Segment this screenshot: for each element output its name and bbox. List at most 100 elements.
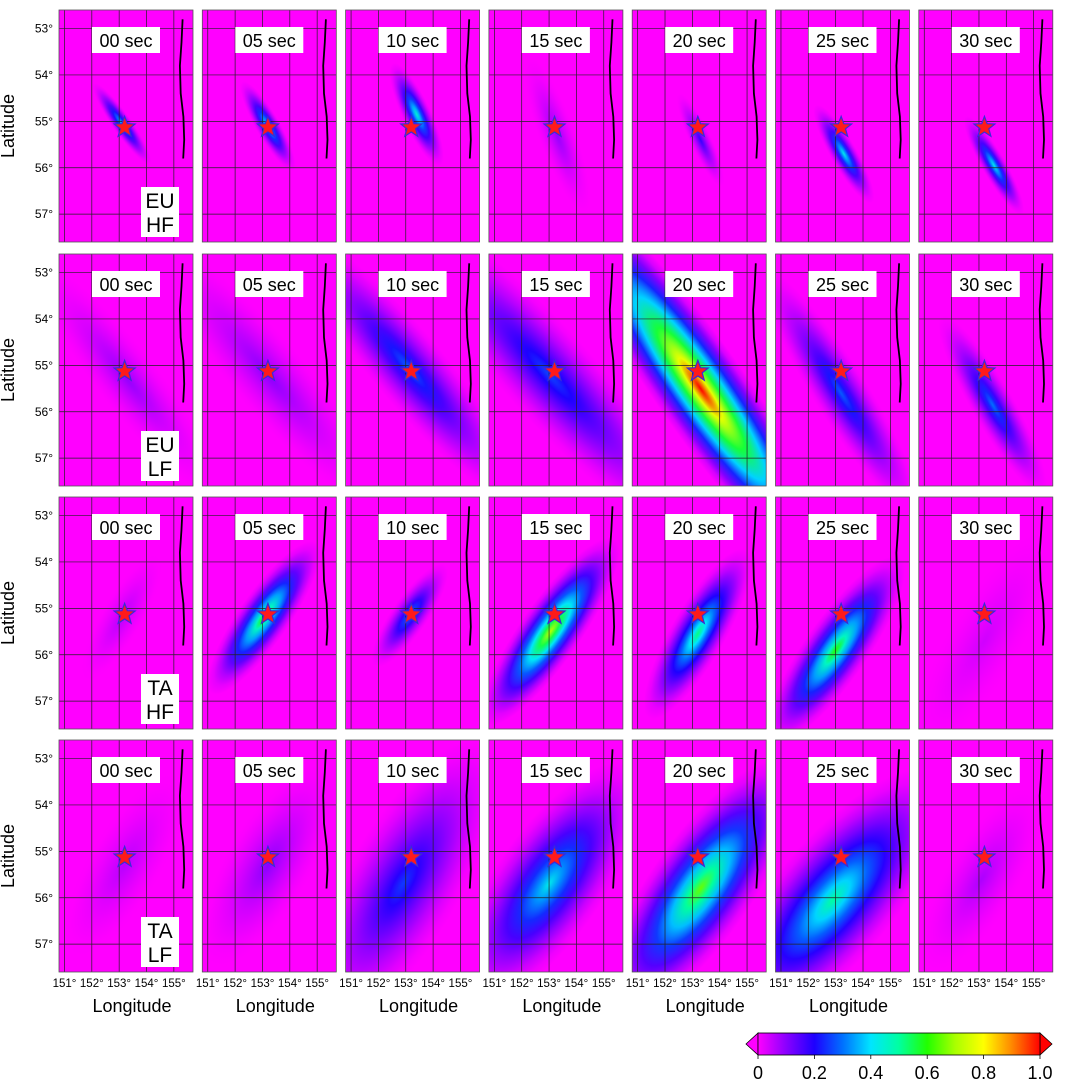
time-label: 20 sec xyxy=(665,271,734,297)
colorbar-tick-label: 0.8 xyxy=(971,1063,996,1082)
coastline xyxy=(465,263,472,403)
epicenter-star xyxy=(685,358,710,382)
axes: 57° 56° 55° 54° 53° Latitude 57° 56° 55° 54° 53° La… xyxy=(0,22,1046,1016)
map-panel: 25 sec xyxy=(775,739,910,973)
coastline xyxy=(608,506,616,646)
time-label-text: 15 sec xyxy=(529,275,582,295)
time-label-text: 00 sec xyxy=(99,518,152,538)
epicenter-star xyxy=(112,114,137,138)
energy-blob xyxy=(643,548,752,719)
panel-frame xyxy=(775,253,910,487)
panel-frame xyxy=(488,253,624,487)
time-label-text: 10 sec xyxy=(386,275,439,295)
map-panel: 10 sec xyxy=(345,496,481,730)
panel-frame xyxy=(488,496,624,730)
map-panel: 15 sec xyxy=(488,253,624,487)
coastline xyxy=(608,263,616,403)
lon-tick-label: 152° xyxy=(80,978,104,990)
lat-tick-label: 54° xyxy=(35,798,53,812)
lon-tick-label: 155° xyxy=(735,978,759,990)
coastline xyxy=(752,263,759,403)
lat-tick-label: 55° xyxy=(35,601,53,615)
panel-frame xyxy=(201,253,337,487)
lon-tick-label: 152° xyxy=(796,978,820,990)
coastline xyxy=(752,506,759,646)
panel-frame xyxy=(918,253,1054,487)
energy-blob xyxy=(389,63,444,166)
time-label-text: 15 sec xyxy=(529,518,582,538)
time-label: 25 sec xyxy=(808,271,877,297)
map-panel: 20 sec xyxy=(631,496,767,730)
time-label-text: 20 sec xyxy=(673,761,726,781)
time-label: 00 sec xyxy=(92,27,160,53)
time-label-box xyxy=(808,757,877,783)
map-panel: 30 sec xyxy=(918,9,1054,243)
coastline xyxy=(895,506,902,646)
row-label-box xyxy=(141,431,179,481)
panel-frame xyxy=(775,496,910,730)
colorbar-tick-label: 0.4 xyxy=(858,1063,883,1082)
epicenter-star xyxy=(829,114,854,138)
time-label-box xyxy=(808,514,877,540)
coastline xyxy=(608,19,616,159)
y-axis-label: Latitude xyxy=(0,338,18,402)
lon-tick-label: 152° xyxy=(223,978,247,990)
map-panel: 15 sec xyxy=(488,9,624,243)
map-panel: 30 sec xyxy=(918,739,1054,973)
lon-tick-label: 155° xyxy=(1022,978,1046,990)
time-label: 00 sec xyxy=(92,271,160,297)
energy-blob xyxy=(202,765,335,965)
map-panel: 20 sec xyxy=(631,253,767,487)
lat-tick-label: 57° xyxy=(35,451,53,465)
map-panel: 15 sec xyxy=(488,739,624,973)
epicenter-star xyxy=(112,601,137,625)
epicenter-star xyxy=(829,601,854,625)
time-label-text: 30 sec xyxy=(959,761,1012,781)
row-label-text: LF xyxy=(148,458,173,481)
time-label: 10 sec xyxy=(378,271,447,297)
lat-tick-label: 57° xyxy=(35,694,53,708)
panel-frame xyxy=(918,739,1054,973)
time-label-text: 25 sec xyxy=(816,275,869,295)
energy-blob xyxy=(938,315,1047,486)
panel-frame xyxy=(631,9,767,243)
epicenter-star xyxy=(255,114,281,138)
lon-tick-label: 151° xyxy=(196,978,220,990)
time-label-text: 30 sec xyxy=(959,518,1012,538)
lat-tick-label: 54° xyxy=(35,555,53,569)
time-label-box xyxy=(951,27,1020,53)
coastline xyxy=(1038,19,1045,159)
epicenter-star xyxy=(542,114,567,138)
row-label-text: TA xyxy=(147,920,172,943)
panel-frame xyxy=(345,9,481,243)
map-panel: 10 sec xyxy=(345,253,481,487)
time-label-box xyxy=(665,27,734,53)
time-label-box xyxy=(521,271,590,297)
time-label: 05 sec xyxy=(235,27,304,53)
lon-tick-label: 155° xyxy=(305,978,329,990)
coastline xyxy=(178,506,186,646)
lon-tick-label: 152° xyxy=(940,978,964,990)
panel-frame xyxy=(488,739,624,973)
map-panel: 20 sec xyxy=(631,739,767,973)
coastline xyxy=(895,263,902,403)
colorbar-tick-label: 0 xyxy=(753,1063,763,1082)
lat-tick-label: 53° xyxy=(35,752,53,766)
panel-frame xyxy=(918,496,1054,730)
map-panel: 30 sec xyxy=(918,496,1054,730)
map-panel: 10 sec xyxy=(345,9,481,243)
lon-tick-label: 154° xyxy=(708,978,732,990)
row-label-box xyxy=(141,674,179,724)
lat-tick-label: 56° xyxy=(35,648,53,662)
epicenter-star xyxy=(972,114,997,138)
lat-tick-label: 56° xyxy=(35,891,53,905)
panel-frame xyxy=(631,496,767,730)
panel-frame xyxy=(345,253,481,487)
panel-frame xyxy=(58,496,194,730)
lon-tick-label: 153° xyxy=(107,978,131,990)
colorbar-bar xyxy=(757,1032,1041,1056)
epicenter-star xyxy=(685,601,710,625)
